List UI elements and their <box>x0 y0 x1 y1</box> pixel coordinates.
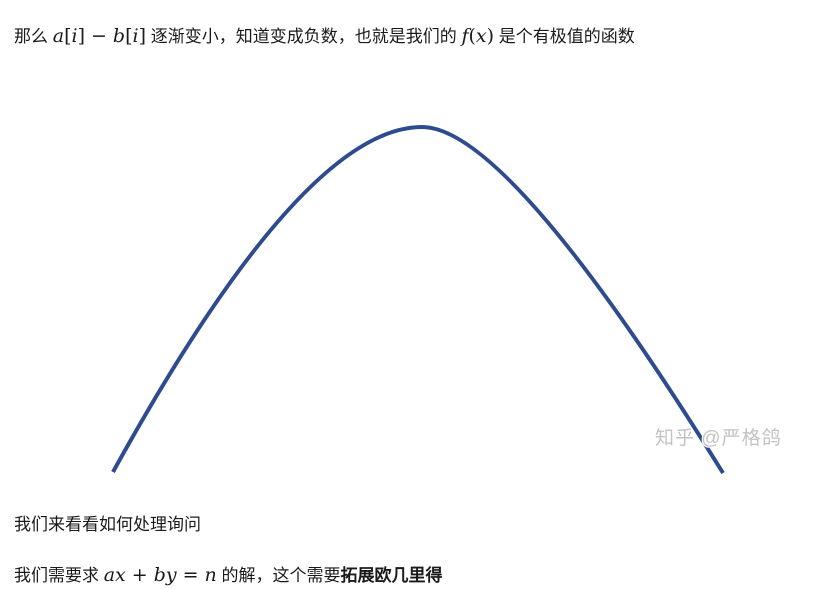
text-run: 逐渐变小，知道变成负数，也就是我们的 <box>146 27 462 46</box>
paragraph-query-intro: 我们来看看如何处理询问 <box>14 512 201 538</box>
math-var-a: a <box>52 25 65 47</box>
math-paren-close: ) <box>486 25 495 47</box>
math-var-i: i <box>132 25 139 47</box>
text-run: 我们来看看如何处理询问 <box>14 515 201 534</box>
math-bracket-close: ] <box>138 25 146 47</box>
function-curve <box>111 124 725 475</box>
math-var-b: b <box>112 25 126 47</box>
math-minus-operator: − <box>90 25 107 47</box>
text-run: 那么 <box>14 27 53 46</box>
math-var-f: f <box>461 25 469 47</box>
math-bracket-open: [ <box>64 25 72 47</box>
math-var-i: i <box>71 25 78 47</box>
watermark-text: 知乎 @严格鸽 <box>655 428 782 449</box>
math-bracket-open: [ <box>125 25 133 47</box>
text-run: 是个有极值的函数 <box>494 27 635 46</box>
paragraph-intro: 那么 a[i] − b[i] 逐渐变小，知道变成负数，也就是我们的 f(x) 是个有… <box>14 23 635 50</box>
math-paren-open: ( <box>468 25 476 47</box>
math-var-x: x <box>475 25 487 47</box>
math-bracket-close: ] <box>77 25 85 47</box>
